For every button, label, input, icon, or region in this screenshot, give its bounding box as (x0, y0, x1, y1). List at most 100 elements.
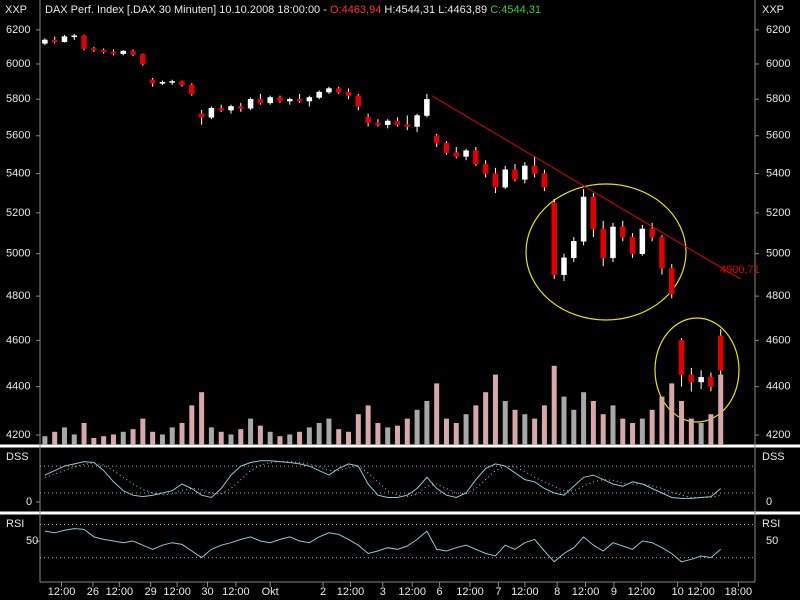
volume-bar (502, 401, 508, 445)
candle-body (140, 54, 146, 65)
candle-body (130, 50, 136, 55)
trend-label: 4900,71 (720, 264, 760, 276)
candle-body (580, 196, 587, 242)
y-tick-label: 5000 (766, 248, 790, 260)
volume-bar (463, 414, 469, 445)
candle-body (71, 35, 78, 38)
x-tick-label: 12:00 (456, 586, 484, 598)
volume-bar (316, 423, 322, 445)
candle-body (198, 113, 205, 118)
candle-body (443, 142, 450, 153)
y-tick-label: 4800 (766, 290, 790, 302)
volume-bar (698, 423, 704, 445)
axis-label: XXP (762, 4, 784, 16)
volume-bar (169, 427, 175, 445)
volume-bar (718, 374, 724, 445)
y-tick-label: 6000 (766, 58, 790, 70)
candle-body (306, 97, 313, 102)
y-tick-label: 6200 (6, 24, 30, 36)
volume-bar (424, 401, 430, 445)
indicator-label: RSI (6, 518, 24, 530)
candle-body (277, 97, 283, 102)
volume-bar (179, 423, 185, 445)
header-open: O:4463,94 (330, 4, 381, 16)
candle-body (228, 106, 234, 111)
volume-bar (81, 423, 87, 445)
indicator-line (44, 460, 722, 499)
x-tick-label: 12:00 (687, 586, 715, 598)
y-tick-label: 5600 (766, 130, 790, 142)
candle-body (42, 39, 48, 44)
candle-body (678, 340, 685, 376)
x-tick-label: 7 (495, 586, 501, 598)
y-tick-label: 5800 (6, 93, 30, 105)
indicator-label: DSS (762, 451, 785, 463)
volume-bar (404, 418, 410, 445)
volume-bar (581, 392, 587, 445)
volume-bar (228, 434, 234, 445)
volume-bar (708, 414, 714, 445)
candle-body (659, 236, 665, 269)
y-tick-label: 4400 (766, 381, 790, 393)
candle-body (345, 91, 352, 96)
volume-bar (287, 434, 293, 445)
candle-body (159, 82, 166, 84)
volume-bar (91, 437, 97, 445)
candle-body (512, 169, 518, 180)
volume-bar (42, 436, 48, 445)
volume-bar (512, 409, 518, 445)
volume-bar (257, 425, 263, 445)
candle-body (179, 81, 185, 86)
volume-bar (159, 434, 165, 445)
volume-bar (571, 409, 577, 445)
volume-bar (669, 383, 675, 445)
candle-body (551, 202, 557, 275)
x-tick-label: 2 (320, 586, 326, 598)
candle-body (100, 49, 107, 53)
volume-bar (52, 431, 58, 445)
volume-bar (492, 374, 498, 445)
volume-bar (248, 418, 254, 445)
candle-body (571, 240, 577, 259)
volume-bar (346, 431, 352, 445)
candle-body (296, 99, 303, 102)
y-tick-label: 6200 (766, 24, 790, 36)
candle-body (561, 257, 567, 275)
volume-bar (541, 405, 547, 445)
candle-body (688, 374, 695, 383)
candle-body (365, 117, 371, 124)
header-hl: H:4544,31 L:4463,89 (384, 4, 487, 16)
y-tick-label: 4600 (766, 334, 790, 346)
volume-bar (532, 418, 538, 445)
candle-body (267, 97, 273, 104)
candle-body (668, 268, 675, 295)
candle-body (335, 88, 342, 93)
highlight-ellipse (525, 183, 687, 321)
x-tick-label: 12:00 (572, 586, 600, 598)
x-tick-label: 30 (201, 586, 213, 598)
candle-body (473, 150, 479, 165)
volume-bar (297, 431, 303, 445)
volume-bar (306, 427, 312, 445)
volume-bar (688, 418, 694, 445)
y-tick-label: 4800 (6, 290, 30, 302)
y-tick-label: 4600 (6, 334, 30, 346)
candle-body (169, 81, 175, 83)
y-tick-label: 5400 (766, 167, 790, 179)
candle-body (91, 48, 97, 51)
trend-line (431, 95, 741, 280)
x-tick-label: 29 (145, 586, 157, 598)
volume-bar (150, 431, 156, 445)
volume-bar (483, 392, 489, 445)
x-tick-label: 12:00 (163, 586, 191, 598)
x-tick-label: 12:00 (511, 586, 539, 598)
y-tick-label: 5400 (6, 167, 30, 179)
indicator-line (44, 528, 722, 563)
candle-body (51, 39, 58, 42)
volume-bar (267, 431, 273, 445)
x-tick-label: 3 (380, 586, 386, 598)
indicator-label: RSI (762, 518, 780, 530)
axis-label: XXP (5, 4, 27, 16)
volume-bar (414, 409, 420, 445)
y-tick-label: 5600 (6, 130, 30, 142)
